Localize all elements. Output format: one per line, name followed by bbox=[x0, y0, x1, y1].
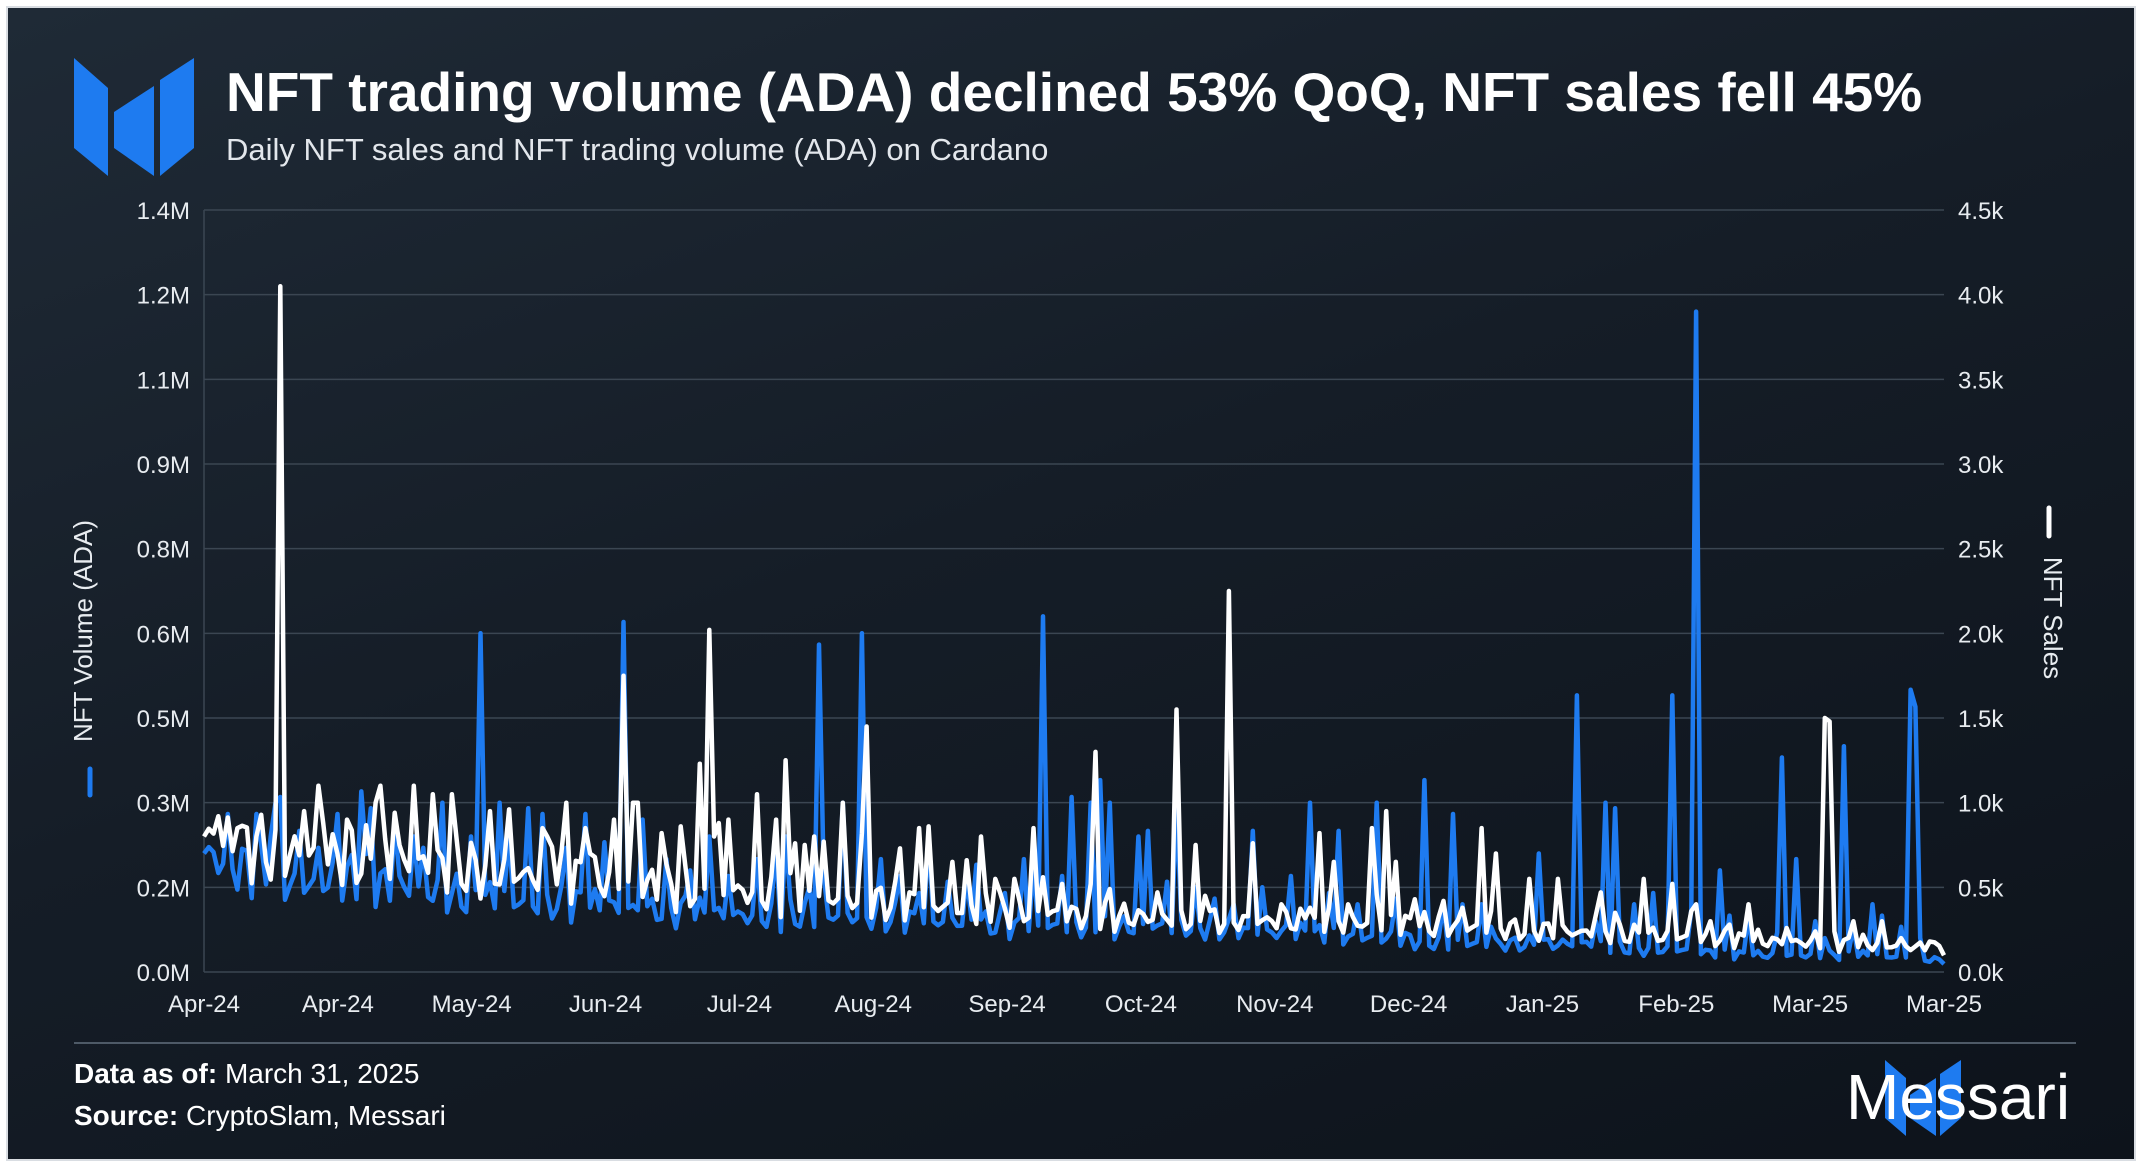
x-tick-label: Jun-24 bbox=[569, 991, 642, 1018]
x-tick-label: Jul-24 bbox=[707, 991, 772, 1018]
y-right-tick-label: 4.0k bbox=[1958, 283, 2004, 310]
y-left-axis-label: NFT Volume (ADA) bbox=[68, 520, 98, 742]
series-line-nft-sales bbox=[202, 283, 1947, 957]
data-as-of-label: Data as of: bbox=[74, 1058, 218, 1089]
y-right-axis-label: NFT Sales bbox=[2038, 557, 2068, 679]
y-right-tick-label: 3.0k bbox=[1958, 452, 2004, 479]
x-tick-label: Dec-24 bbox=[1370, 991, 1447, 1018]
x-tick-label: Mar-25 bbox=[1772, 991, 1848, 1018]
source-note: Source: CryptoSlam, Messari bbox=[74, 1100, 446, 1132]
messari-brand-icon bbox=[1885, 1060, 1961, 1136]
y-right-tick-label: 3.5k bbox=[1958, 367, 2004, 394]
y-left-tick-label: 1.2M bbox=[137, 283, 190, 310]
x-tick-label: Apr-24 bbox=[168, 991, 240, 1018]
x-tick-label: Oct-24 bbox=[1105, 991, 1177, 1018]
chart-plot: 0.0M 0.2M 0.3M 0.5M 0.6M 0.8M 0.9M 1.1M 1.2M 1.4M… bbox=[68, 198, 2068, 1018]
source-label: Source: bbox=[74, 1100, 179, 1131]
brand-name: Messari bbox=[1846, 1061, 2071, 1133]
x-tick-label: May-24 bbox=[432, 991, 512, 1018]
y-right-tick-label: 2.0k bbox=[1958, 621, 2004, 648]
chart-card: NFT trading volume (ADA) declined 53% Qo… bbox=[6, 6, 2136, 1161]
y-left-tick-label: 0.3M bbox=[137, 791, 190, 818]
y-right-tick-label: 1.0k bbox=[1958, 791, 2004, 818]
x-tick-label: Apr-24 bbox=[302, 991, 374, 1018]
data-as-of-note: Data as of: March 31, 2025 bbox=[74, 1058, 420, 1090]
y-left-tick-label: 0.2M bbox=[137, 875, 190, 902]
page-subtitle: Daily NFT sales and NFT trading volume (… bbox=[226, 132, 1049, 167]
x-tick-label: Aug-24 bbox=[835, 991, 912, 1018]
y-left-tick-label: 0.9M bbox=[137, 452, 190, 479]
y-right-tick-label: 4.5k bbox=[1958, 198, 2004, 225]
x-tick-label: Mar-25 bbox=[1906, 991, 1982, 1018]
y-left-tick-label: 0.8M bbox=[137, 537, 190, 564]
y-right-tick-label: 1.5k bbox=[1958, 706, 2004, 733]
y-right-tick-label: 0.5k bbox=[1958, 875, 2004, 902]
data-as-of-value: March 31, 2025 bbox=[224, 1058, 420, 1089]
footer-divider bbox=[74, 1042, 2076, 1044]
y-right-tick-label: 2.5k bbox=[1958, 537, 2004, 564]
y-left-tick-label: 1.4M bbox=[137, 198, 190, 225]
x-tick-label: Jan-25 bbox=[1506, 991, 1579, 1018]
page-title: NFT trading volume (ADA) declined 53% Qo… bbox=[226, 61, 1923, 123]
y-left-tick-label: 0.0M bbox=[137, 960, 190, 987]
x-tick-label: Nov-24 bbox=[1236, 991, 1313, 1018]
x-tick-label: Sep-24 bbox=[968, 991, 1045, 1018]
y-right-tick-label: 0.0k bbox=[1958, 960, 2004, 987]
source-value: CryptoSlam, Messari bbox=[186, 1100, 446, 1131]
y-left-tick-label: 0.6M bbox=[137, 621, 190, 648]
y-left-tick-label: 0.5M bbox=[137, 706, 190, 733]
series-line-nft-volume bbox=[202, 309, 1946, 966]
y-left-tick-label: 1.1M bbox=[137, 367, 190, 394]
x-tick-label: Feb-25 bbox=[1638, 991, 1714, 1018]
messari-logo-icon bbox=[74, 58, 194, 176]
